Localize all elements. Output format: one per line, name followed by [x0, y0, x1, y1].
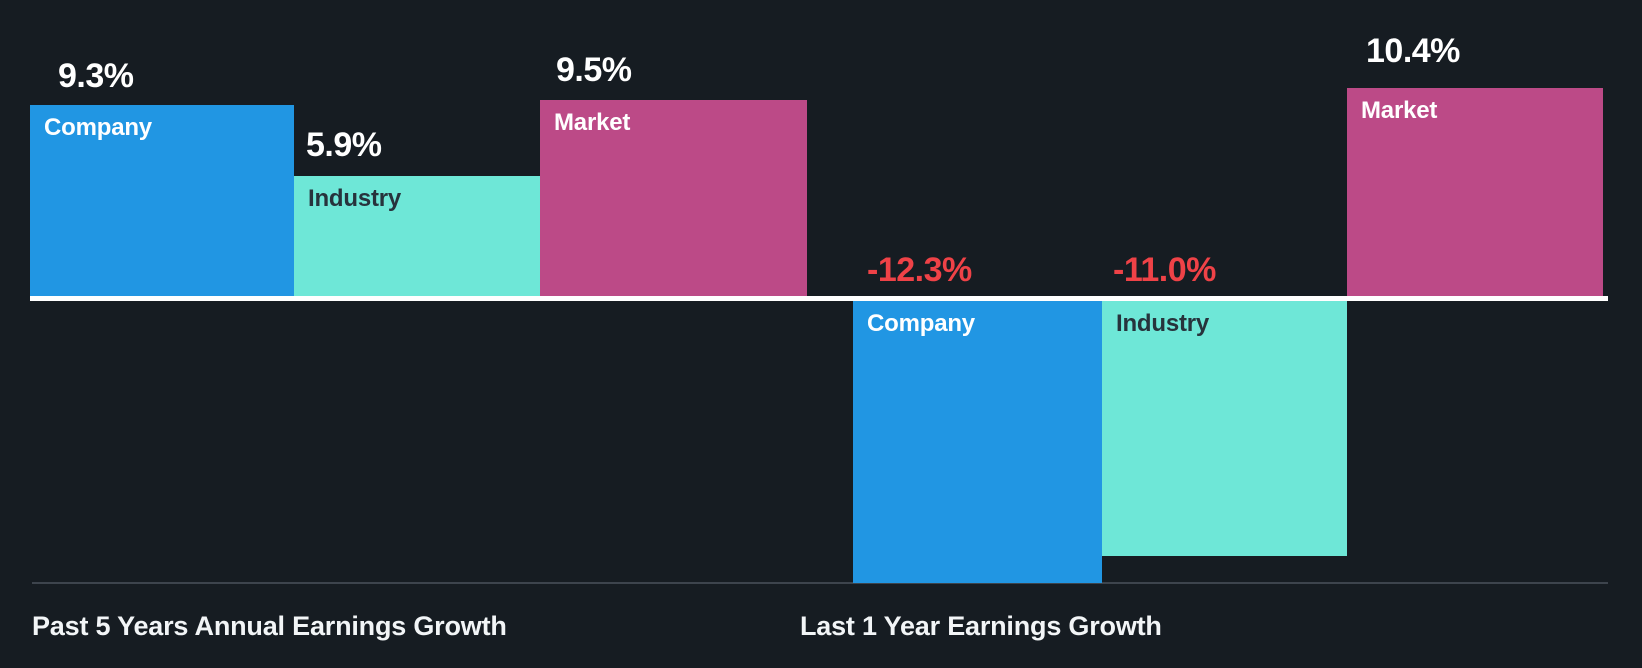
- zero-axis-line: [800, 296, 1608, 301]
- footer-divider: [800, 582, 1608, 584]
- panel-title-last-1-year: Last 1 Year Earnings Growth: [800, 611, 1162, 641]
- bar-market[interactable]: Market: [1347, 88, 1603, 298]
- bar-company[interactable]: Company: [853, 301, 1102, 583]
- value-label-company: -12.3%: [867, 251, 972, 289]
- bar-label-market: Market: [554, 109, 631, 136]
- panel-last-1-year: -12.3% -11.0% 10.4% Market Company Indus…: [800, 0, 1642, 668]
- value-label-company: 9.3%: [58, 57, 134, 95]
- value-label-market: 10.4%: [1366, 32, 1460, 70]
- bar-industry[interactable]: Industry: [1102, 301, 1347, 556]
- footer-divider: [32, 582, 807, 584]
- bar-company[interactable]: Company: [30, 105, 294, 298]
- value-label-industry: -11.0%: [1113, 251, 1216, 289]
- panel-title-past-5-years: Past 5 Years Annual Earnings Growth: [32, 611, 507, 641]
- panel-past-5-years: 9.3% 5.9% 9.5% Company Industry Market P…: [0, 0, 807, 668]
- bar-label-company: Company: [867, 310, 975, 337]
- bar-label-industry: Industry: [1116, 310, 1210, 337]
- bar-label-market: Market: [1361, 97, 1438, 124]
- bar-label-industry: Industry: [308, 185, 402, 212]
- value-label-industry: 5.9%: [306, 126, 382, 164]
- bar-label-company: Company: [44, 114, 152, 141]
- value-label-market: 9.5%: [556, 51, 632, 89]
- zero-axis-line: [30, 296, 807, 301]
- bar-industry[interactable]: Industry: [294, 176, 540, 298]
- bar-market[interactable]: Market: [540, 100, 807, 298]
